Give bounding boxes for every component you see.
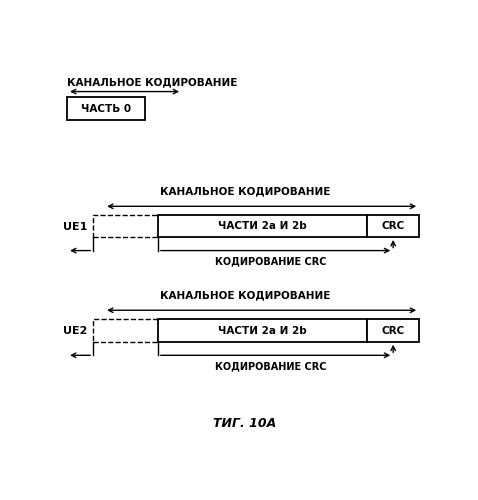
Text: ЧАСТИ 2а И 2b: ЧАСТИ 2а И 2b [218,221,307,231]
Text: КОДИРОВАНИЕ CRC: КОДИРОВАНИЕ CRC [215,256,326,266]
Text: UE2: UE2 [64,326,88,336]
FancyBboxPatch shape [367,215,419,237]
FancyBboxPatch shape [67,98,145,120]
Text: ЧАСТЬ 0: ЧАСТЬ 0 [81,104,131,114]
FancyBboxPatch shape [93,320,158,342]
Text: КАНАЛЬНОЕ КОДИРОВАНИЕ: КАНАЛЬНОЕ КОДИРОВАНИЕ [67,78,238,88]
Text: КОДИРОВАНИЕ CRC: КОДИРОВАНИЕ CRC [215,361,326,371]
FancyBboxPatch shape [367,320,419,342]
Text: ΤИГ. 10A: ΤИГ. 10A [213,416,277,430]
Text: UE1: UE1 [64,222,88,232]
Text: CRC: CRC [381,221,405,231]
Text: ЧАСТИ 2а И 2b: ЧАСТИ 2а И 2b [218,326,307,336]
FancyBboxPatch shape [158,320,367,342]
Text: КАНАЛЬНОЕ КОДИРОВАНИЕ: КАНАЛЬНОЕ КОДИРОВАНИЕ [160,186,330,196]
FancyBboxPatch shape [93,215,158,237]
FancyBboxPatch shape [158,215,367,237]
Text: CRC: CRC [381,326,405,336]
Text: КАНАЛЬНОЕ КОДИРОВАНИЕ: КАНАЛЬНОЕ КОДИРОВАНИЕ [160,290,330,300]
